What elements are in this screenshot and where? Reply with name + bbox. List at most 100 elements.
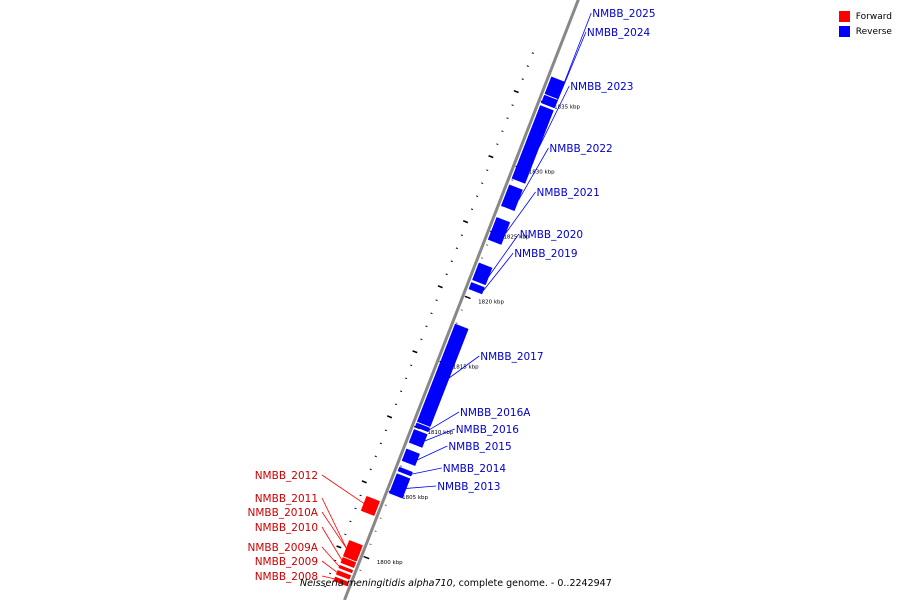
minor-tick: [354, 582, 357, 584]
outer-tick: [359, 494, 362, 497]
gene-leader-line: [321, 474, 365, 504]
gene-leader-line: [321, 526, 343, 561]
outer-tick: [531, 52, 534, 54]
minor-tick: [359, 569, 362, 571]
legend-item-forward: Forward: [838, 9, 892, 24]
gene-nmbb_2020: [472, 262, 493, 286]
outer-tick: [462, 220, 469, 224]
gene-leader-line: [482, 252, 514, 291]
outer-tick: [323, 585, 327, 588]
gene-leader-line: [321, 511, 347, 549]
minor-tick: [399, 465, 402, 467]
outer-tick: [435, 299, 438, 302]
outer-tick: [450, 260, 453, 263]
gene-label: NMBB_2025: [592, 8, 655, 20]
legend: Forward Reverse: [838, 9, 892, 39]
map-caption: Neisseria meningitidis alpha710, complet…: [300, 578, 612, 589]
gene-leader-line: [321, 560, 338, 573]
outer-tick: [455, 247, 458, 250]
gene-leader-line: [555, 31, 587, 105]
scale-tick: [363, 555, 370, 560]
gene-label: NMBB_2022: [549, 143, 612, 155]
gene-nmbb_2011: [343, 540, 363, 562]
gene-nmbb_2019: [468, 282, 485, 295]
gene-nmbb_2009a: [338, 564, 354, 574]
outer-tick: [521, 78, 524, 80]
scale-label: 1810 kbp: [427, 430, 453, 436]
outer-tick: [394, 403, 398, 406]
gene-nmbb_2010: [340, 557, 357, 569]
outer-tick: [496, 143, 499, 146]
minor-tick: [485, 244, 489, 246]
outer-tick: [475, 195, 479, 198]
gene-leader-line: [449, 355, 480, 379]
minor-tick: [374, 530, 377, 532]
gene-label: NMBB_2009: [255, 556, 318, 568]
gene-label: NMBB_2021: [537, 187, 600, 199]
minor-tick: [511, 179, 514, 181]
gene-label: NMBB_2010: [255, 522, 318, 534]
gene-nmbb_2009: [335, 570, 352, 580]
gene-leader-line: [538, 85, 570, 148]
gene-label: NMBB_2017: [480, 351, 543, 363]
outer-tick: [437, 285, 443, 289]
gene-label: NMBB_2019: [514, 248, 577, 260]
gene-nmbb_2021: [487, 217, 511, 245]
gene-label: NMBB_2023: [570, 81, 633, 93]
gene-label: NMBB_2014: [443, 463, 507, 475]
scale-label: 1835 kbp: [554, 105, 580, 111]
outer-tick: [354, 507, 357, 510]
outer-tick: [374, 455, 377, 458]
outer-tick: [501, 130, 504, 132]
gene-label: NMBB_2016A: [460, 407, 531, 419]
outer-tick: [488, 154, 494, 159]
gene-leader-line: [321, 575, 335, 580]
gene-nmbb_2022: [501, 184, 523, 212]
gene-leader-line: [417, 445, 448, 461]
minor-tick: [369, 543, 372, 545]
outer-tick: [361, 480, 367, 484]
caption-organism: Neisseria meningitidis alpha710: [300, 578, 453, 589]
minor-tick: [384, 504, 387, 506]
outer-tick: [445, 273, 448, 276]
forward-swatch: [838, 11, 850, 22]
gene-nmbb_2016a: [414, 422, 431, 433]
gene-nmbb_2015: [401, 448, 420, 467]
gene-nmbb_2016: [408, 429, 428, 448]
gene-label: NMBB_2009A: [248, 542, 319, 554]
minor-tick: [480, 257, 484, 259]
outer-tick: [460, 234, 464, 237]
outer-tick: [336, 545, 342, 549]
caption-rest: , complete genome. - 0..2242947: [452, 578, 612, 589]
outer-tick: [420, 338, 423, 341]
legend-item-reverse: Reverse: [838, 24, 892, 39]
scale-label: 1820 kbp: [478, 300, 504, 306]
gene-nmbb_2008: [333, 576, 349, 587]
minor-tick: [460, 309, 463, 311]
gene-label: NMBB_2010A: [248, 507, 319, 519]
scale-tick: [464, 295, 471, 300]
gene-nmbb_2023: [511, 105, 554, 184]
outer-tick: [410, 364, 413, 367]
outer-tick: [384, 429, 388, 432]
gene-label: NMBB_2013: [437, 481, 500, 493]
outer-tick: [470, 208, 474, 211]
genome-backbone: [343, 0, 580, 600]
gene-nmbb_2012: [360, 495, 381, 516]
gene-nmbb_2014: [397, 466, 413, 477]
gene-leader-line: [321, 546, 340, 567]
gene-nmbb_2017: [416, 323, 469, 427]
outer-tick: [349, 520, 352, 523]
gene-leader-line: [505, 191, 536, 234]
scale-label: 1805 kbp: [402, 495, 428, 501]
outer-tick: [386, 415, 393, 419]
gene-label: NMBB_2016: [456, 424, 520, 436]
gene-label: NMBB_2020: [520, 229, 583, 241]
gene-label: NMBB_2008: [255, 571, 318, 583]
gene-leader-line: [560, 12, 592, 91]
gene-label: NMBB_2015: [448, 441, 511, 453]
outer-tick: [526, 65, 529, 67]
gene-leader-line: [424, 428, 455, 442]
outer-tick: [344, 533, 347, 536]
